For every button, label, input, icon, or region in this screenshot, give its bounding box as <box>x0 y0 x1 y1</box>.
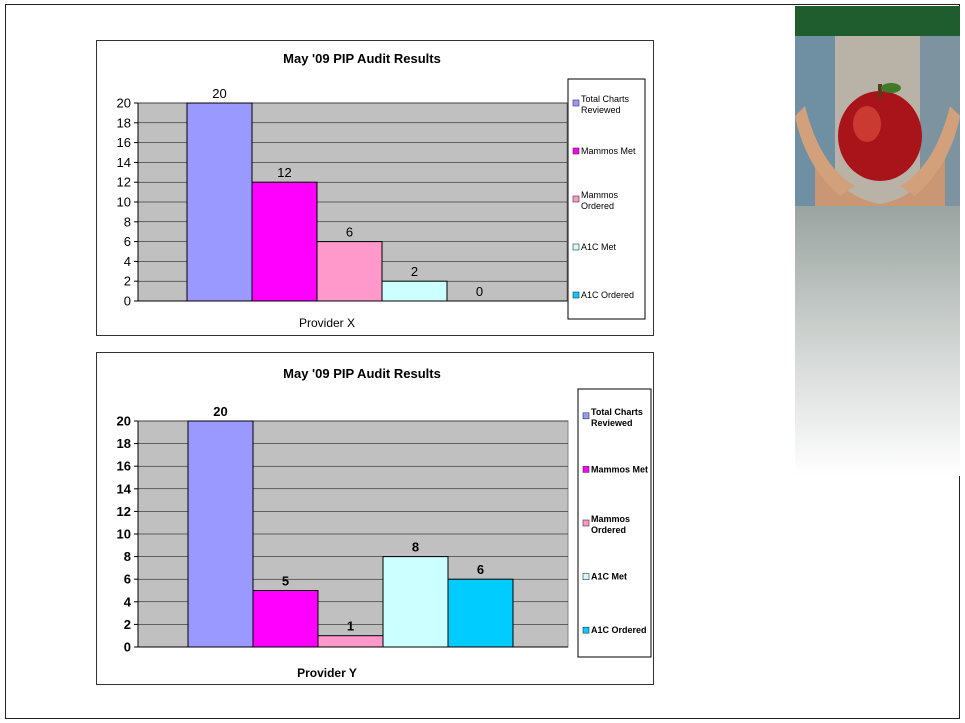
legend-swatch <box>572 147 580 155</box>
chart-title: May '09 PIP Audit Results <box>283 366 441 381</box>
chart-title: May '09 PIP Audit Results <box>283 51 441 66</box>
y-tick-label: 8 <box>124 549 131 564</box>
legend-swatch <box>582 519 590 527</box>
data-label: 6 <box>346 225 353 240</box>
legend-label: Mammos Met <box>581 146 636 156</box>
legend-label: Mammos Ordered <box>591 514 630 535</box>
legend-label: A1C Met <box>591 572 627 582</box>
y-tick-label: 6 <box>124 572 131 587</box>
legend-swatch <box>582 573 590 580</box>
bar <box>252 590 319 648</box>
legend-swatch <box>582 412 590 420</box>
legend-swatch <box>572 99 580 107</box>
side-gradient-panel <box>795 206 960 476</box>
y-tick-label: 14 <box>117 155 131 170</box>
y-tick-label: 12 <box>117 504 131 519</box>
y-tick-label: 18 <box>117 436 131 451</box>
data-label: 12 <box>277 165 291 180</box>
legend-swatch <box>582 466 590 473</box>
legend-label: A1C Ordered <box>581 290 634 300</box>
legend-label: A1C Met <box>581 242 617 252</box>
bar <box>447 578 514 648</box>
y-tick-label: 16 <box>117 459 131 474</box>
bar <box>316 241 383 302</box>
y-tick-label: 14 <box>117 481 132 496</box>
legend-label: A1C Ordered <box>591 625 647 635</box>
legend-swatch <box>572 291 580 299</box>
chart-provider-x-svg: May '09 PIP Audit Results 0 2 4 6 8 10 12 14 16 1… <box>117 51 646 330</box>
legend-label: Mammos Ordered <box>581 190 619 211</box>
y-tick-label: 20 <box>117 96 131 111</box>
y-tick-label: 0 <box>124 294 131 309</box>
data-label: 1 <box>347 619 354 634</box>
x-axis-label: Provider Y <box>297 666 357 680</box>
data-label: 5 <box>282 574 289 589</box>
chart-provider-y-svg: May '09 PIP Audit Results 02468101214161… <box>117 366 652 680</box>
data-label: 6 <box>477 562 484 577</box>
y-tick-label: 4 <box>124 594 132 609</box>
y-tick-label: 6 <box>124 234 131 249</box>
y-tick-label: 20 <box>117 414 131 429</box>
y-tick-label: 0 <box>124 640 131 655</box>
legend-swatch <box>582 626 590 634</box>
y-tick-label: 10 <box>117 195 131 210</box>
legend-label: Mammos Met <box>591 464 648 474</box>
data-label: 20 <box>212 86 226 101</box>
legend-label: Total Charts Reviewed <box>591 407 643 428</box>
y-tick-label: 2 <box>124 274 131 289</box>
legend-swatch <box>572 243 580 251</box>
y-tick-label: 8 <box>124 214 131 229</box>
y-tick-label: 16 <box>117 135 131 150</box>
chart-provider-x: May '09 PIP Audit Results 0 2 4 6 8 10 12 14 16 1… <box>96 40 654 336</box>
data-label: 20 <box>213 404 227 419</box>
y-tick-label: 10 <box>117 527 131 542</box>
header-color-band <box>795 6 960 36</box>
apple-hands-photo-icon <box>795 36 960 206</box>
y-tick-label: 18 <box>117 115 131 130</box>
bar <box>251 181 318 302</box>
bar <box>381 280 448 302</box>
legend-box <box>567 78 646 320</box>
legend-label: Total Charts Reviewed <box>581 94 630 115</box>
data-label: 2 <box>411 264 418 279</box>
data-label: 0 <box>476 284 483 299</box>
bar <box>382 556 449 648</box>
y-tick-label: 4 <box>124 254 131 269</box>
legend-swatch <box>572 195 580 203</box>
y-tick-label: 12 <box>117 175 131 190</box>
bar <box>317 635 384 648</box>
x-axis-label: Provider X <box>299 316 355 330</box>
legend-box <box>577 388 652 658</box>
bar <box>186 102 253 302</box>
bar <box>187 420 254 648</box>
data-label: 8 <box>412 540 419 555</box>
chart-provider-y: May '09 PIP Audit Results 0 2 4 6 8 10 12 14 16 1… <box>96 352 654 685</box>
y-tick-label: 2 <box>124 617 131 632</box>
